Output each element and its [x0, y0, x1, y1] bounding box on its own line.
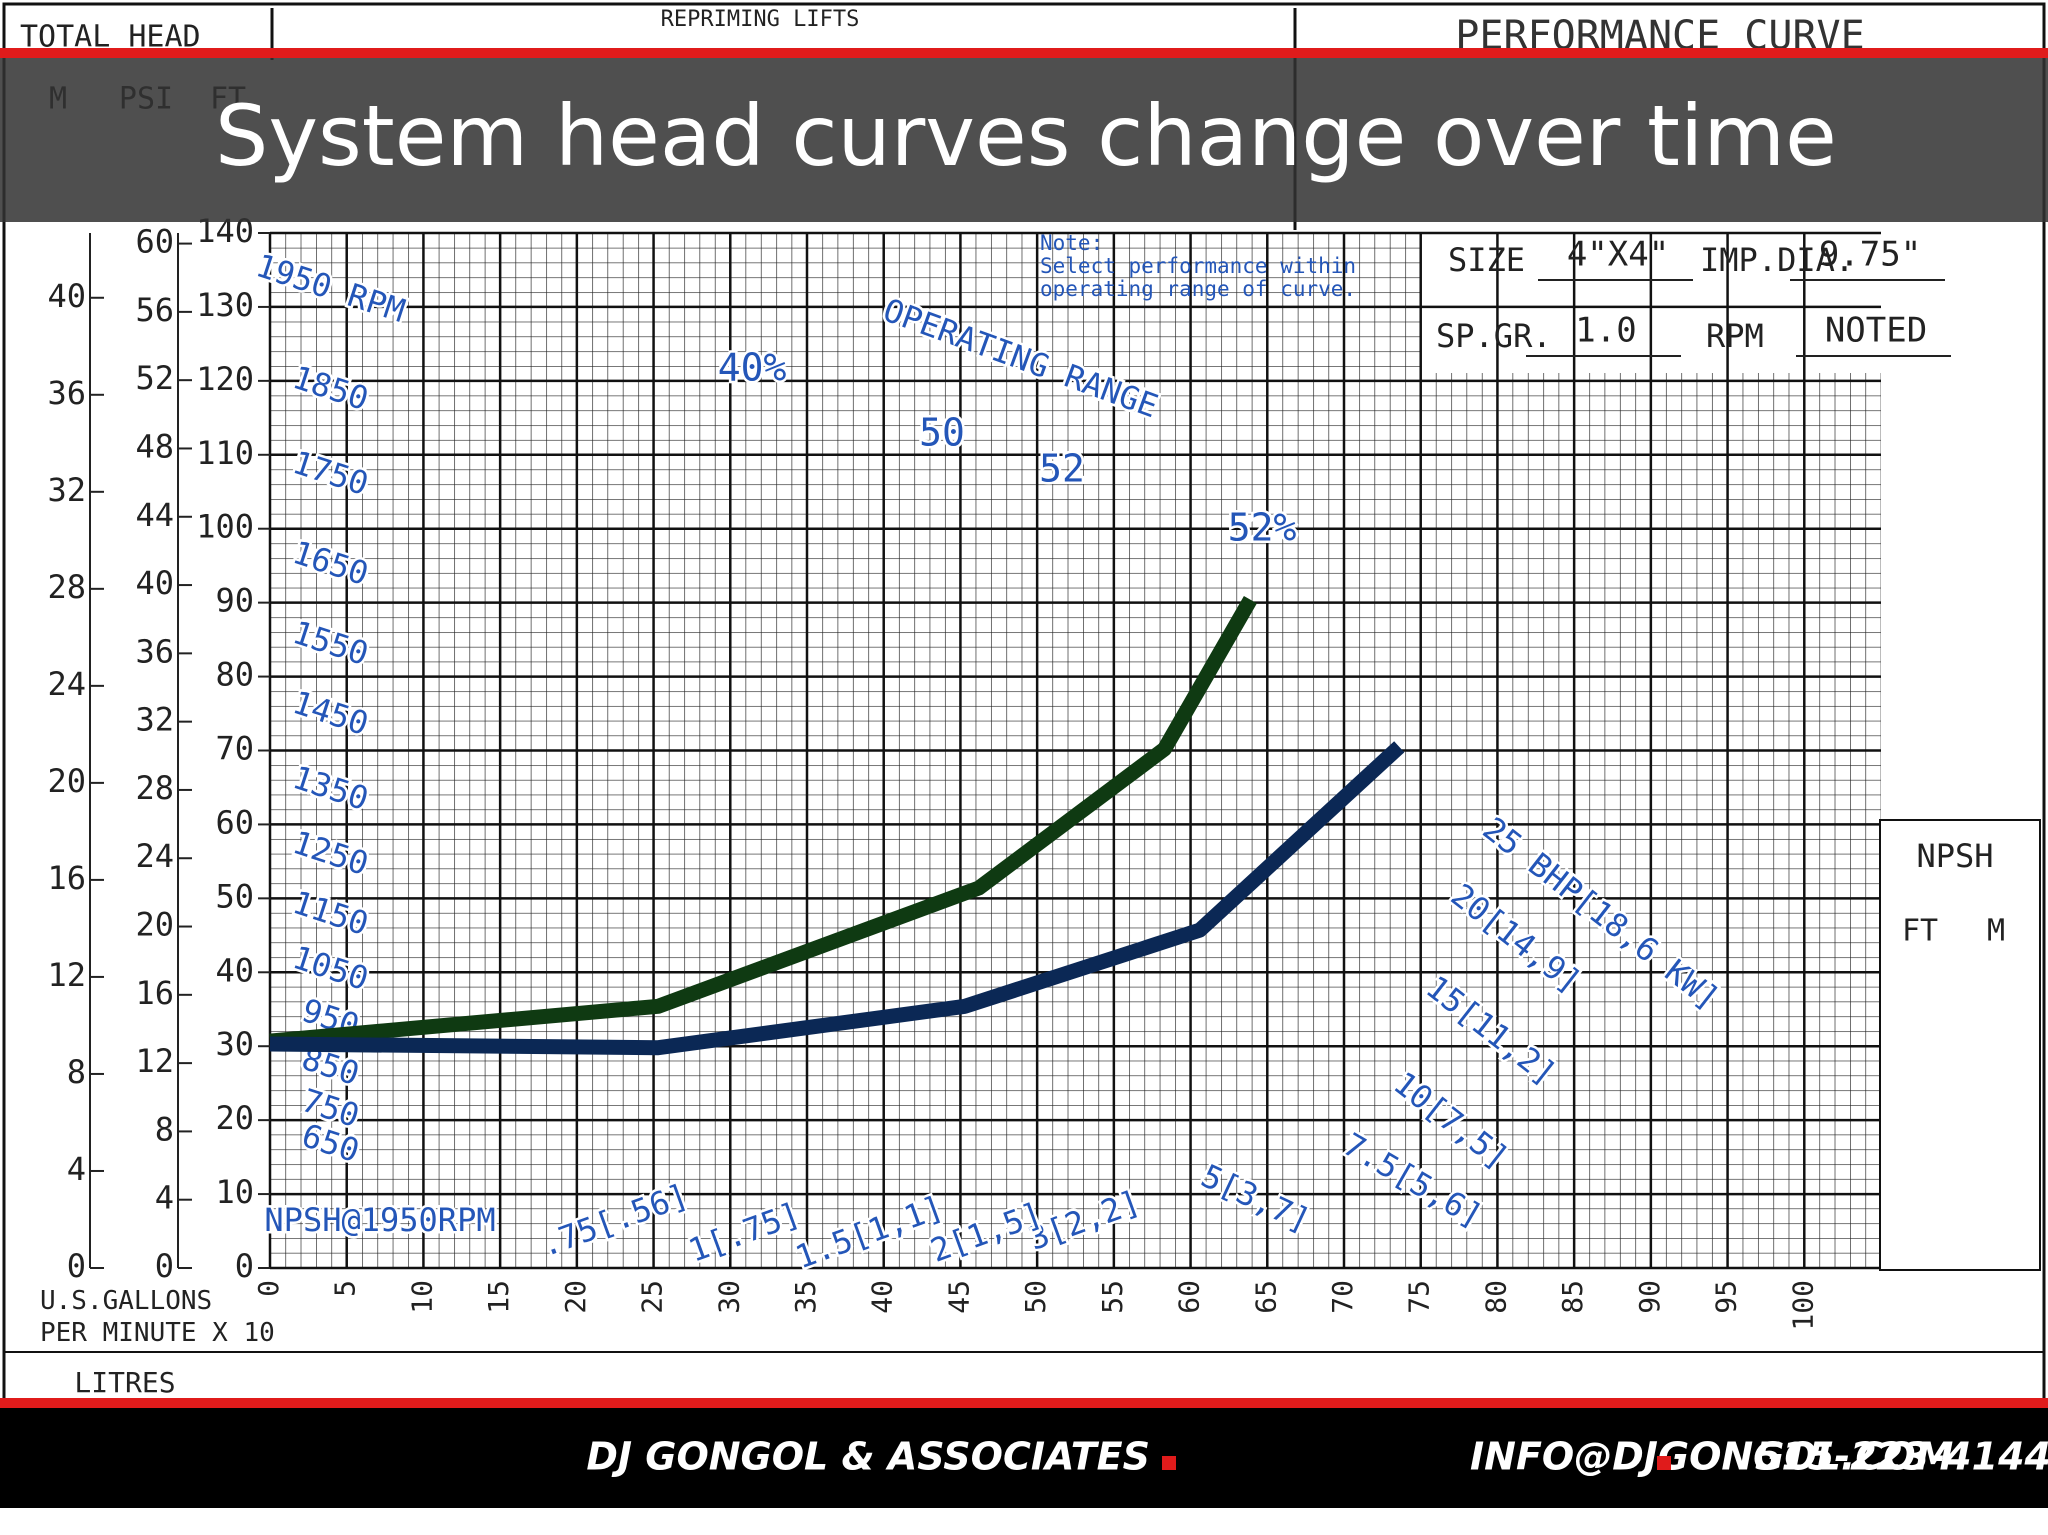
spec-value: 1.0: [1575, 311, 1636, 351]
x-tick-label: 100: [1786, 1280, 1819, 1331]
y-tick-label: 30: [215, 1025, 254, 1063]
spec-label: SIZE: [1448, 241, 1525, 279]
x-tick-label: 85: [1556, 1280, 1589, 1314]
annotation: 52%: [1228, 506, 1297, 550]
y-tick-label: 20: [135, 906, 174, 944]
y-tick-label: 36: [47, 374, 86, 412]
y-tick-label: 28: [135, 769, 174, 807]
y-tick-label: 12: [47, 956, 86, 994]
x-tick-label: 65: [1249, 1280, 1282, 1314]
y-tick-label: 4: [155, 1179, 174, 1217]
spec-label: RPM: [1706, 317, 1764, 355]
spec-label: SP.GR.: [1436, 317, 1552, 355]
y-tick-label: 28: [47, 568, 86, 606]
footer-text: INFO@DJGONGOL.COM: [1470, 1435, 1954, 1479]
x-tick-label: 5: [329, 1280, 362, 1297]
y-tick-label: 56: [135, 291, 174, 329]
y-tick-label: 32: [135, 701, 174, 739]
y-tick-label: 16: [135, 974, 174, 1012]
footer-band: [0, 1408, 2048, 1508]
x-tick-label: 45: [942, 1280, 975, 1314]
y-tick-label: 120: [196, 360, 254, 398]
system-curve: [269, 595, 1257, 1049]
x-tick-label: 40: [866, 1280, 899, 1314]
x-tick-label: 80: [1479, 1280, 1512, 1314]
y-tick-label: 60: [215, 803, 254, 841]
y-tick-label: 70: [215, 730, 254, 768]
y-tick-label: 40: [47, 277, 86, 315]
x-tick-label: 50: [1019, 1280, 1052, 1314]
y-tick-label: 110: [196, 434, 254, 472]
note: Note: Select performance within operatin…: [1040, 231, 1357, 301]
x-tick-label: 30: [712, 1280, 745, 1314]
spec-value: 4"X4": [1567, 235, 1669, 275]
x-tick-label: 90: [1633, 1280, 1666, 1314]
x-tick-label: 15: [482, 1280, 515, 1314]
y-tick-label: 100: [196, 508, 254, 546]
x-tick-label: 95: [1710, 1280, 1743, 1314]
annotation: 52: [1039, 447, 1085, 491]
y-tick-label: 20: [47, 762, 86, 800]
x-tick-label: 0: [252, 1280, 285, 1297]
y-tick-label: 40: [135, 564, 174, 602]
footer-dot: [1657, 1456, 1671, 1470]
y-tick-label: 32: [47, 471, 86, 509]
y-tick-label: 50: [215, 877, 254, 915]
litres-label: LITRES: [74, 1366, 175, 1399]
y-tick-label: 40: [215, 951, 254, 989]
y-tick-label: 52: [135, 359, 174, 397]
y-tick-label: 0: [235, 1247, 254, 1285]
y-tick-label: 0: [67, 1247, 86, 1285]
annotation: 40%: [718, 346, 787, 390]
y-tick-label: 20: [215, 1099, 254, 1137]
npsh-title: NPSH: [1916, 837, 1993, 875]
annotation: NPSH@1950RPM: [264, 1201, 495, 1239]
y-tick-label: 60: [135, 223, 174, 261]
y-tick-label: 24: [135, 837, 174, 875]
footer-rule: [0, 1398, 2048, 1408]
title-band: [0, 58, 2048, 222]
y-tick-label: 24: [47, 665, 86, 703]
y-tick-label: 8: [67, 1053, 86, 1091]
repriming-lifts: REPRIMING LIFTS: [661, 7, 860, 32]
x-tick-label: 60: [1173, 1280, 1206, 1314]
y-tick-label: 48: [135, 427, 174, 465]
y-tick-label: 12: [135, 1042, 174, 1080]
footer-dot: [1162, 1456, 1176, 1470]
slide-title: System head curves change over time: [215, 87, 1837, 185]
npsh-box: [1879, 819, 2041, 1271]
footer-text: DJ GONGOL & ASSOCIATES: [586, 1435, 1150, 1479]
x-tick-label: 20: [559, 1280, 592, 1314]
y-tick-label: 0: [155, 1247, 174, 1285]
y-tick-label: 8: [155, 1110, 174, 1148]
y-tick-label: 4: [67, 1150, 86, 1188]
spec-value: 9.75": [1819, 235, 1921, 275]
y-tick-label: 130: [196, 286, 254, 324]
y-tick-label: 44: [135, 496, 174, 534]
x-tick-label: 70: [1326, 1280, 1359, 1314]
npsh-ft: FT: [1902, 914, 1938, 949]
x-tick-label: 25: [636, 1280, 669, 1314]
system-curve: [269, 741, 1405, 1056]
x-tick-label: 55: [1096, 1280, 1129, 1314]
x-tick-label: 75: [1403, 1280, 1436, 1314]
y-tick-label: 10: [215, 1173, 254, 1211]
spec-value: NOTED: [1825, 311, 1927, 351]
y-tick-label: 36: [135, 632, 174, 670]
annotation: 50: [919, 411, 965, 455]
x-tick-label: 10: [405, 1280, 438, 1314]
spec-label: IMP.DIA.: [1700, 241, 1854, 279]
x-tick-label: 35: [789, 1280, 822, 1314]
y-tick-label: 16: [47, 859, 86, 897]
x-axis-label: U.S.GALLONS PER MINUTE X 10: [40, 1286, 275, 1348]
npsh-m: M: [1987, 914, 2005, 949]
footer: DJ GONGOL & ASSOCIATES INFO@DJGONGOL.COM5…: [586, 1435, 2048, 1479]
y-tick-label: 90: [215, 582, 254, 620]
footer-text: 515-223-4144: [1755, 1435, 2048, 1479]
y-tick-label: 80: [215, 656, 254, 694]
